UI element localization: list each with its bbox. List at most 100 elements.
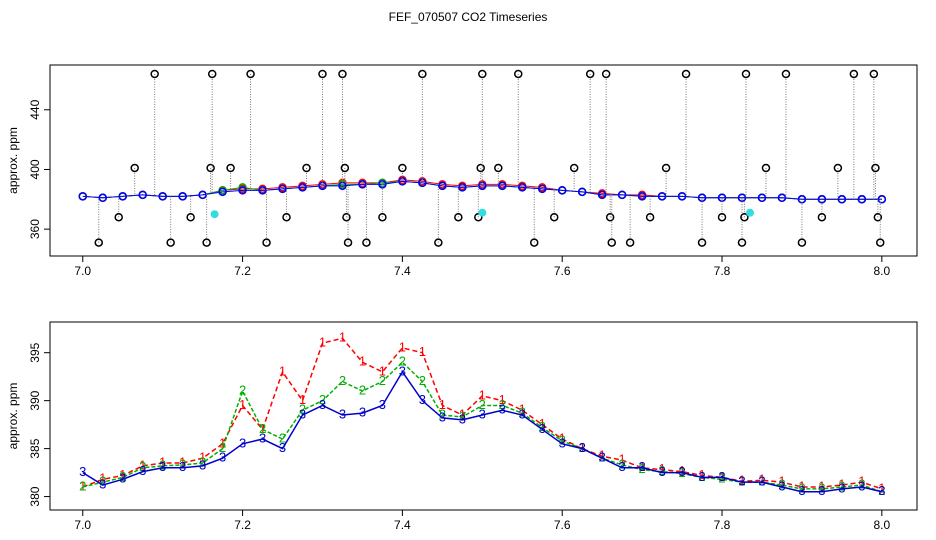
point-label: 1 bbox=[399, 339, 406, 354]
point bbox=[158, 192, 167, 201]
outlier-point bbox=[474, 212, 483, 222]
highlight-point bbox=[745, 208, 754, 217]
point bbox=[637, 192, 647, 201]
point-label: 3 bbox=[619, 459, 626, 474]
y-tick-label: 380 bbox=[28, 486, 42, 506]
point bbox=[697, 193, 707, 203]
x-tick-label: 7.8 bbox=[714, 264, 731, 278]
point-label: 2 bbox=[299, 402, 306, 417]
point bbox=[378, 180, 387, 189]
point-label: 1 bbox=[159, 454, 166, 469]
point-label: 3 bbox=[419, 392, 426, 407]
outlier-point bbox=[717, 212, 727, 222]
outlier-point bbox=[246, 69, 255, 79]
point-label: 3 bbox=[219, 450, 226, 465]
point-label: 2 bbox=[519, 405, 526, 420]
point-label: 2 bbox=[798, 480, 805, 495]
point-label: 2 bbox=[79, 478, 86, 493]
point bbox=[498, 181, 507, 191]
point-label: 2 bbox=[339, 373, 346, 388]
point-label: 3 bbox=[698, 469, 705, 484]
point bbox=[857, 195, 867, 204]
point-label: 2 bbox=[119, 469, 126, 484]
point-label: 3 bbox=[119, 471, 126, 486]
outlier-point bbox=[398, 163, 407, 173]
point-label: 3 bbox=[359, 405, 366, 420]
point-label: 2 bbox=[718, 471, 725, 486]
point-label: 1 bbox=[698, 467, 705, 482]
point-label: 2 bbox=[499, 397, 506, 412]
point-label: 3 bbox=[379, 397, 386, 412]
point-label: 2 bbox=[619, 456, 626, 471]
point-label: 1 bbox=[439, 397, 446, 412]
point-label: 2 bbox=[319, 392, 326, 407]
point-label: 1 bbox=[858, 474, 865, 489]
point-label: 1 bbox=[738, 473, 745, 488]
outlier-point bbox=[601, 69, 611, 79]
y-tick-label: 440 bbox=[28, 99, 42, 119]
point bbox=[258, 186, 267, 195]
y-axis-label: approx. ppm bbox=[6, 383, 20, 450]
point-label: 3 bbox=[179, 459, 186, 474]
point bbox=[238, 186, 247, 195]
outlier-point bbox=[186, 212, 195, 222]
outlier-point bbox=[378, 212, 387, 222]
outlier-point bbox=[418, 69, 427, 79]
outlier-point bbox=[202, 238, 211, 247]
outlier-point bbox=[318, 69, 327, 79]
outlier-point bbox=[130, 163, 139, 173]
point-label: 1 bbox=[638, 459, 645, 474]
point-label: 1 bbox=[199, 450, 206, 465]
point bbox=[458, 183, 467, 192]
series-line bbox=[82, 180, 882, 200]
point bbox=[178, 192, 187, 201]
point bbox=[677, 192, 687, 201]
point-label: 3 bbox=[878, 483, 885, 498]
point-label: 1 bbox=[119, 467, 126, 482]
point-label: 2 bbox=[579, 440, 586, 455]
x-tick-label: 7.0 bbox=[74, 518, 91, 532]
point-label: 2 bbox=[858, 476, 865, 491]
outlier-point bbox=[514, 69, 523, 79]
outlier-point bbox=[434, 238, 443, 247]
point-label: 2 bbox=[279, 430, 286, 445]
outlier-point bbox=[737, 238, 747, 247]
point-label: 3 bbox=[279, 440, 286, 455]
point-label: 1 bbox=[838, 476, 845, 491]
point-label: 2 bbox=[658, 463, 665, 478]
point-label: 1 bbox=[99, 471, 106, 486]
point bbox=[757, 193, 767, 203]
point-label: 2 bbox=[758, 474, 765, 489]
point-label: 3 bbox=[678, 464, 685, 479]
point bbox=[398, 177, 407, 186]
outlier-point bbox=[478, 69, 487, 79]
x-tick-label: 7.6 bbox=[554, 518, 571, 532]
point-label: 1 bbox=[499, 392, 506, 407]
point-label: 3 bbox=[579, 440, 586, 455]
outlier-point bbox=[740, 212, 749, 222]
point-label: 2 bbox=[838, 478, 845, 493]
outlier-point bbox=[585, 69, 595, 79]
point-label: 1 bbox=[519, 402, 526, 417]
point-label: 2 bbox=[359, 382, 366, 397]
point-label: 2 bbox=[219, 440, 226, 455]
point-label: 3 bbox=[798, 483, 805, 498]
x-tick-label: 7.0 bbox=[74, 264, 91, 278]
point-label: 1 bbox=[619, 452, 626, 467]
point bbox=[557, 186, 567, 195]
outlier-point bbox=[454, 212, 463, 222]
point-label: 2 bbox=[878, 483, 885, 498]
point-label: 3 bbox=[139, 463, 146, 478]
point-label: 1 bbox=[658, 461, 665, 476]
point-label: 1 bbox=[678, 463, 685, 478]
point-label: 2 bbox=[259, 421, 266, 436]
point-label: 3 bbox=[838, 480, 845, 495]
point-label: 3 bbox=[539, 421, 546, 436]
point-label: 1 bbox=[559, 430, 566, 445]
series-line bbox=[82, 370, 883, 493]
point-label: 1 bbox=[139, 457, 146, 472]
point-label: 3 bbox=[159, 459, 166, 474]
point-label: 3 bbox=[299, 406, 306, 421]
outlier-point bbox=[645, 212, 655, 222]
